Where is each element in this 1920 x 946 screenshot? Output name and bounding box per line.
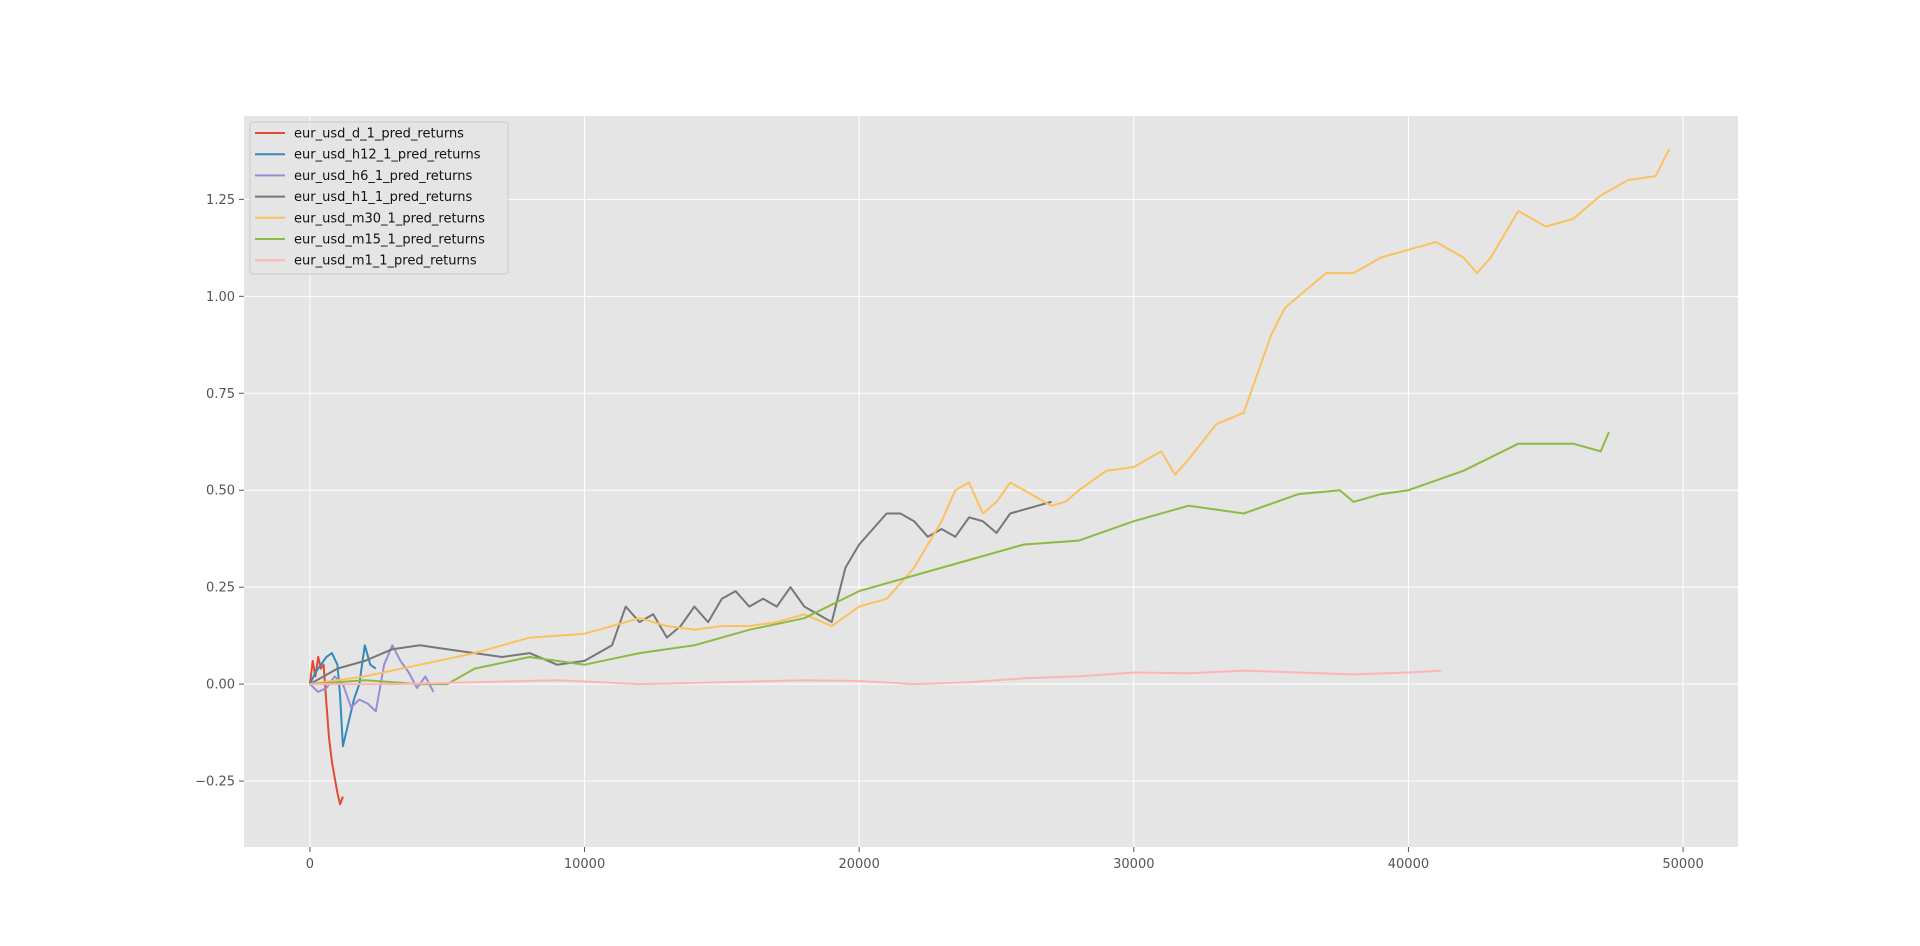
x-tick-label: 50000 (1662, 857, 1703, 872)
series-line-3 (309, 500, 1052, 685)
legend: eur_usd_d_1_pred_returns eur_usd_h12_1_pr… (249, 121, 509, 275)
legend-label: eur_usd_h1_1_pred_returns (294, 190, 472, 205)
y-tick-label: 0.75 (206, 387, 235, 402)
y-tick-label: 0.25 (206, 581, 235, 596)
legend-label: eur_usd_h6_1_pred_returns (294, 169, 472, 184)
x-tick-label: 40000 (1388, 857, 1429, 872)
y-axis: −0.25 0.00 0.25 0.50 0.75 1.00 1.25 (195, 193, 244, 790)
legend-label: eur_usd_h12_1_pred_returns (294, 148, 481, 163)
y-tick-label: 0.00 (206, 678, 235, 693)
legend-label: eur_usd_m15_1_pred_returns (294, 233, 485, 248)
legend-label: eur_usd_d_1_pred_returns (294, 127, 464, 142)
series-line-6 (309, 669, 1442, 686)
grid-lines (244, 116, 1738, 847)
series-line-4 (309, 148, 1671, 686)
x-tick-label: 0 (306, 857, 314, 872)
x-axis: 0 10000 20000 30000 40000 50000 (306, 847, 1704, 872)
y-tick-label: 1.00 (206, 290, 235, 305)
series-lines (308, 148, 1671, 806)
y-tick-label: −0.25 (195, 775, 235, 790)
x-tick-label: 30000 (1113, 857, 1154, 872)
x-tick-label: 20000 (838, 857, 879, 872)
legend-label: eur_usd_m30_1_pred_returns (294, 211, 485, 226)
y-tick-label: 1.25 (206, 193, 235, 208)
legend-box (249, 121, 509, 275)
series-line-0 (308, 656, 344, 806)
series-line-5 (309, 431, 1610, 686)
y-tick-label: 0.50 (206, 484, 235, 499)
series-line-1 (308, 644, 377, 748)
legend-label: eur_usd_m1_1_pred_returns (294, 254, 477, 269)
x-tick-label: 10000 (564, 857, 605, 872)
